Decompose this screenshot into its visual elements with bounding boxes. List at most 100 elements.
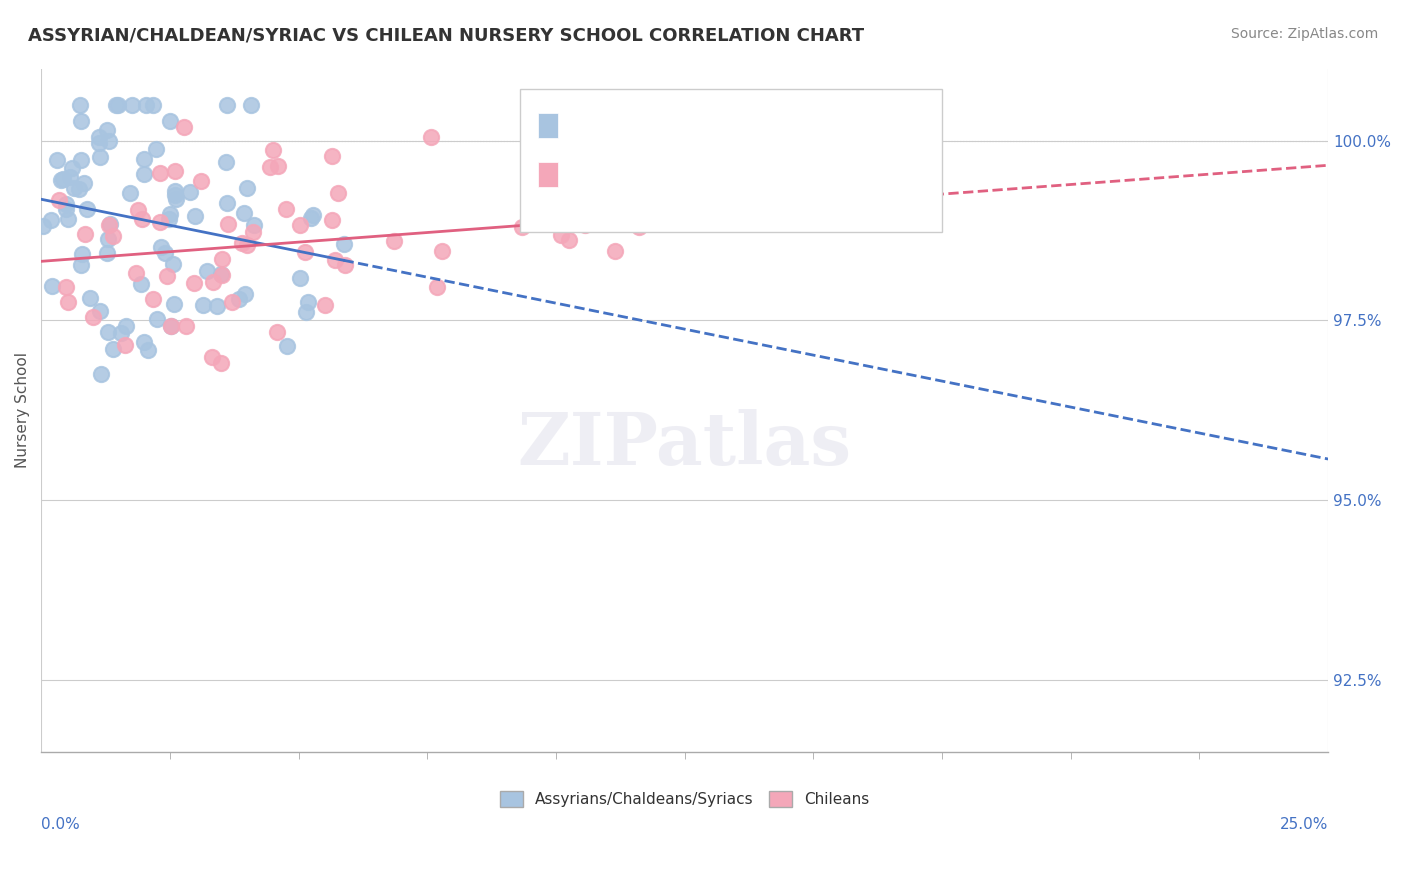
Point xyxy=(49,172,72,186)
Point xyxy=(55,280,77,294)
Point xyxy=(321,212,343,227)
Point xyxy=(96,245,118,260)
Point xyxy=(184,209,207,223)
Point xyxy=(231,235,253,250)
Point xyxy=(430,244,453,258)
Point xyxy=(267,159,290,173)
Point xyxy=(574,218,596,232)
Point xyxy=(62,180,84,194)
Point xyxy=(89,150,111,164)
Point xyxy=(136,343,159,357)
Point xyxy=(384,234,406,248)
Point xyxy=(325,252,347,267)
Point xyxy=(82,310,104,324)
Point xyxy=(217,217,239,231)
Point xyxy=(426,280,449,294)
Text: -0.298: -0.298 xyxy=(619,116,678,134)
Point xyxy=(215,97,238,112)
Point xyxy=(157,212,180,227)
Point xyxy=(215,196,238,211)
Point xyxy=(211,252,233,267)
Point xyxy=(58,294,80,309)
Point xyxy=(419,129,441,144)
Text: 0.427: 0.427 xyxy=(619,165,672,183)
Text: 25.0%: 25.0% xyxy=(1279,817,1329,832)
Point xyxy=(46,153,69,167)
Point xyxy=(132,334,155,349)
Point xyxy=(301,208,323,222)
Point xyxy=(295,305,318,319)
Point xyxy=(87,136,110,150)
Point xyxy=(70,247,93,261)
Text: 55: 55 xyxy=(752,165,775,183)
Point xyxy=(191,298,214,312)
Point xyxy=(162,257,184,271)
Point xyxy=(160,319,183,334)
Point xyxy=(183,276,205,290)
Text: Source: ZipAtlas.com: Source: ZipAtlas.com xyxy=(1230,27,1378,41)
Point xyxy=(58,212,80,227)
Point xyxy=(190,174,212,188)
Point xyxy=(207,299,229,313)
Point xyxy=(97,218,120,232)
Point xyxy=(165,164,187,178)
Point xyxy=(156,268,179,283)
Point xyxy=(328,186,350,200)
Point xyxy=(97,232,120,246)
Point xyxy=(233,287,256,301)
Point xyxy=(215,154,238,169)
Point xyxy=(262,143,284,157)
Point xyxy=(135,97,157,112)
Point xyxy=(55,202,77,216)
Text: R =: R = xyxy=(565,165,602,183)
Point xyxy=(174,318,197,333)
Point xyxy=(163,187,186,202)
Point xyxy=(103,228,125,243)
Point xyxy=(603,244,626,258)
Text: ASSYRIAN/CHALDEAN/SYRIAC VS CHILEAN NURSERY SCHOOL CORRELATION CHART: ASSYRIAN/CHALDEAN/SYRIAC VS CHILEAN NURS… xyxy=(28,27,865,45)
Point xyxy=(228,292,250,306)
Point xyxy=(294,244,316,259)
Point xyxy=(299,211,322,225)
Point xyxy=(142,292,165,306)
Point xyxy=(162,297,184,311)
Text: N =: N = xyxy=(703,165,740,183)
Point xyxy=(89,303,111,318)
Point xyxy=(221,295,243,310)
Point xyxy=(32,219,55,234)
Point xyxy=(179,185,201,199)
Point xyxy=(333,258,356,272)
Point xyxy=(321,148,343,162)
Point xyxy=(70,259,93,273)
Point xyxy=(73,176,96,190)
Point xyxy=(121,97,143,112)
Text: ZIPatlas: ZIPatlas xyxy=(517,409,852,480)
Point xyxy=(73,227,96,242)
Point xyxy=(79,291,101,305)
Point xyxy=(127,202,149,217)
Point xyxy=(52,172,75,186)
Y-axis label: Nursery School: Nursery School xyxy=(15,352,30,468)
Point xyxy=(110,326,132,340)
Point xyxy=(134,152,156,166)
Point xyxy=(558,233,581,247)
Point xyxy=(276,339,298,353)
Point xyxy=(266,325,288,339)
Point xyxy=(628,219,651,234)
Point xyxy=(314,298,336,312)
Point xyxy=(41,278,63,293)
Point xyxy=(96,123,118,137)
Point xyxy=(67,182,90,196)
Point xyxy=(69,153,91,168)
Point xyxy=(160,319,183,334)
Point xyxy=(39,213,62,227)
Point xyxy=(239,97,262,112)
Point xyxy=(60,161,83,176)
Text: 0.0%: 0.0% xyxy=(41,817,80,832)
Point xyxy=(149,214,172,228)
Point xyxy=(165,192,187,206)
Point xyxy=(97,325,120,339)
Point xyxy=(98,217,121,231)
Point xyxy=(142,97,165,112)
Point xyxy=(131,277,153,292)
